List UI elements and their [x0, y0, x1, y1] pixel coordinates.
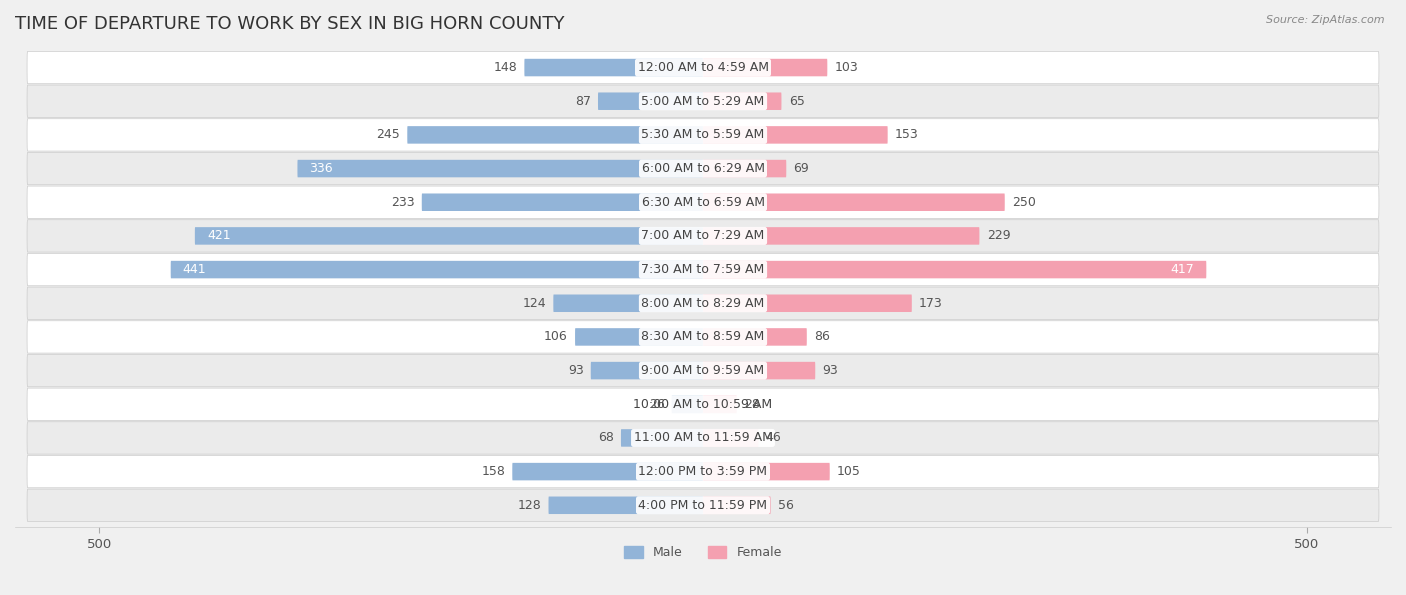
FancyBboxPatch shape: [195, 227, 703, 245]
FancyBboxPatch shape: [27, 388, 1379, 421]
FancyBboxPatch shape: [703, 92, 782, 110]
Text: 11:00 AM to 11:59 AM: 11:00 AM to 11:59 AM: [634, 431, 772, 444]
Text: 106: 106: [544, 330, 568, 343]
Text: 69: 69: [793, 162, 810, 175]
FancyBboxPatch shape: [422, 193, 703, 211]
Text: 68: 68: [598, 431, 613, 444]
Text: 12:00 PM to 3:59 PM: 12:00 PM to 3:59 PM: [638, 465, 768, 478]
Text: 7:30 AM to 7:59 AM: 7:30 AM to 7:59 AM: [641, 263, 765, 276]
FancyBboxPatch shape: [524, 59, 703, 76]
FancyBboxPatch shape: [703, 59, 827, 76]
Text: 5:30 AM to 5:59 AM: 5:30 AM to 5:59 AM: [641, 129, 765, 142]
FancyBboxPatch shape: [703, 261, 1206, 278]
Text: 441: 441: [183, 263, 207, 276]
FancyBboxPatch shape: [27, 119, 1379, 151]
Text: 93: 93: [823, 364, 838, 377]
Text: 124: 124: [523, 297, 546, 310]
FancyBboxPatch shape: [27, 253, 1379, 286]
FancyBboxPatch shape: [554, 295, 703, 312]
FancyBboxPatch shape: [408, 126, 703, 143]
FancyBboxPatch shape: [703, 463, 830, 480]
Text: 6:30 AM to 6:59 AM: 6:30 AM to 6:59 AM: [641, 196, 765, 209]
FancyBboxPatch shape: [703, 396, 737, 413]
Text: 26: 26: [648, 398, 665, 411]
Text: 421: 421: [207, 230, 231, 242]
Text: 250: 250: [1012, 196, 1036, 209]
Text: 56: 56: [778, 499, 794, 512]
Text: 7:00 AM to 7:29 AM: 7:00 AM to 7:29 AM: [641, 230, 765, 242]
Text: 229: 229: [987, 230, 1011, 242]
Text: 173: 173: [920, 297, 943, 310]
FancyBboxPatch shape: [27, 186, 1379, 218]
FancyBboxPatch shape: [575, 328, 703, 346]
FancyBboxPatch shape: [703, 295, 912, 312]
Text: 233: 233: [391, 196, 415, 209]
FancyBboxPatch shape: [27, 489, 1379, 521]
FancyBboxPatch shape: [703, 328, 807, 346]
Legend: Male, Female: Male, Female: [619, 541, 787, 564]
Text: 65: 65: [789, 95, 804, 108]
FancyBboxPatch shape: [27, 51, 1379, 84]
FancyBboxPatch shape: [27, 220, 1379, 252]
FancyBboxPatch shape: [703, 193, 1005, 211]
Text: 153: 153: [894, 129, 918, 142]
Text: 8:30 AM to 8:59 AM: 8:30 AM to 8:59 AM: [641, 330, 765, 343]
FancyBboxPatch shape: [170, 261, 703, 278]
Text: 93: 93: [568, 364, 583, 377]
FancyBboxPatch shape: [27, 422, 1379, 454]
Text: 86: 86: [814, 330, 830, 343]
FancyBboxPatch shape: [27, 287, 1379, 320]
Text: 9:00 AM to 9:59 AM: 9:00 AM to 9:59 AM: [641, 364, 765, 377]
FancyBboxPatch shape: [703, 227, 980, 245]
Text: 103: 103: [835, 61, 858, 74]
FancyBboxPatch shape: [703, 362, 815, 380]
Text: 245: 245: [377, 129, 401, 142]
FancyBboxPatch shape: [703, 429, 758, 447]
Text: Source: ZipAtlas.com: Source: ZipAtlas.com: [1267, 15, 1385, 25]
FancyBboxPatch shape: [621, 429, 703, 447]
Text: 148: 148: [494, 61, 517, 74]
FancyBboxPatch shape: [703, 160, 786, 177]
Text: 4:00 PM to 11:59 PM: 4:00 PM to 11:59 PM: [638, 499, 768, 512]
FancyBboxPatch shape: [598, 92, 703, 110]
FancyBboxPatch shape: [548, 496, 703, 514]
Text: 105: 105: [837, 465, 860, 478]
Text: TIME OF DEPARTURE TO WORK BY SEX IN BIG HORN COUNTY: TIME OF DEPARTURE TO WORK BY SEX IN BIG …: [15, 15, 564, 33]
Text: 336: 336: [309, 162, 333, 175]
Text: 46: 46: [766, 431, 782, 444]
FancyBboxPatch shape: [27, 152, 1379, 184]
Text: 12:00 AM to 4:59 AM: 12:00 AM to 4:59 AM: [637, 61, 769, 74]
FancyBboxPatch shape: [703, 496, 770, 514]
Text: 128: 128: [517, 499, 541, 512]
FancyBboxPatch shape: [27, 85, 1379, 117]
FancyBboxPatch shape: [512, 463, 703, 480]
Text: 6:00 AM to 6:29 AM: 6:00 AM to 6:29 AM: [641, 162, 765, 175]
Text: 10:00 AM to 10:59 AM: 10:00 AM to 10:59 AM: [634, 398, 772, 411]
FancyBboxPatch shape: [27, 355, 1379, 387]
FancyBboxPatch shape: [298, 160, 703, 177]
Text: 5:00 AM to 5:29 AM: 5:00 AM to 5:29 AM: [641, 95, 765, 108]
FancyBboxPatch shape: [27, 321, 1379, 353]
FancyBboxPatch shape: [672, 396, 703, 413]
Text: 87: 87: [575, 95, 591, 108]
Text: 417: 417: [1171, 263, 1194, 276]
Text: 158: 158: [481, 465, 505, 478]
FancyBboxPatch shape: [703, 126, 887, 143]
FancyBboxPatch shape: [27, 455, 1379, 488]
Text: 8:00 AM to 8:29 AM: 8:00 AM to 8:29 AM: [641, 297, 765, 310]
FancyBboxPatch shape: [591, 362, 703, 380]
Text: 28: 28: [744, 398, 759, 411]
